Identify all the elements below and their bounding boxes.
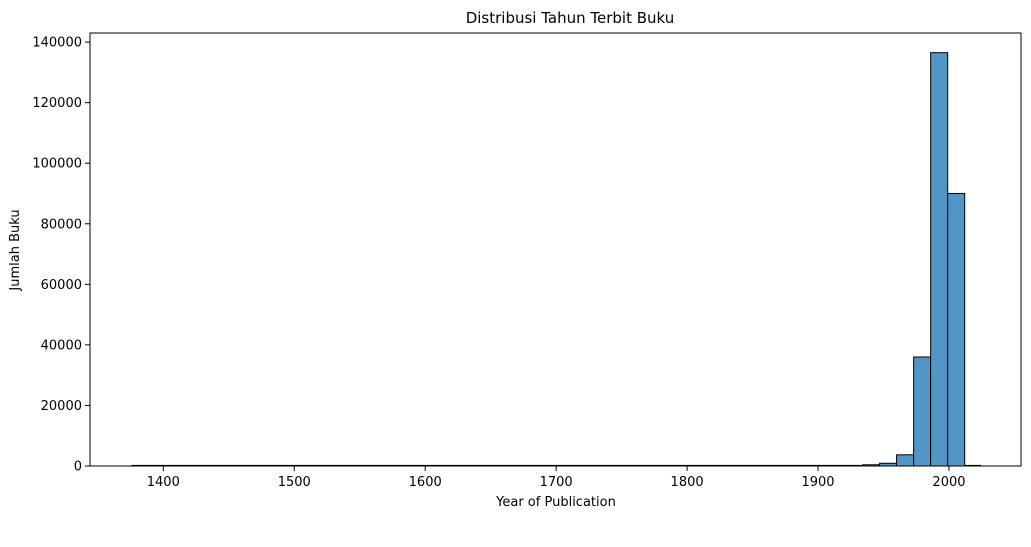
x-tick-label: 2000 [932,475,965,490]
y-tick-label: 60000 [41,278,82,293]
histogram-bar-4 [913,356,932,467]
x-tick-label: 1500 [278,475,311,490]
x-tick-label: 1900 [801,475,834,490]
y-tick-label: 100000 [32,157,82,172]
y-tick-label: 80000 [41,217,82,232]
x-axis: 1400 1500 1600 1700 1800 1900 2000 [147,466,966,490]
histogram-bar-6 [947,192,966,467]
x-tick-label: 1600 [409,475,442,490]
y-tick-label: 140000 [32,36,82,51]
x-tick-label: 1800 [671,475,704,490]
chart-title: Distribusi Tahun Terbit Buku [466,9,675,27]
y-tick-label: 120000 [32,96,82,111]
x-tick-label: 1700 [540,475,573,490]
x-tick-label: 1400 [147,475,180,490]
y-tick-label: 0 [74,460,82,475]
y-tick-label: 20000 [41,399,82,414]
y-axis-title: Jumlah Buku [8,209,23,291]
plot-frame [89,32,1022,467]
y-tick-label: 40000 [41,338,82,353]
y-axis: 0 20000 40000 60000 80000 100000 120000 140000 [32,36,90,475]
x-axis-title: Year of Publication [495,495,616,510]
histogram-bar-5 [930,52,949,467]
histogram-bar-3 [896,454,915,467]
